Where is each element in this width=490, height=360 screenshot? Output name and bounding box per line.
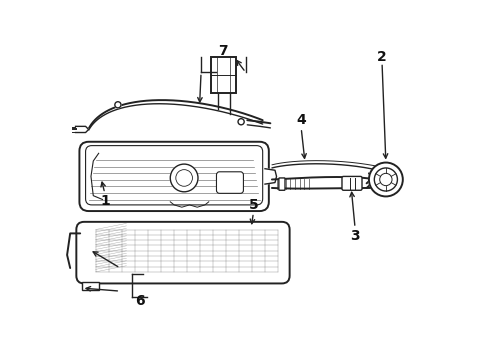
Text: 7: 7: [219, 44, 228, 58]
Polygon shape: [265, 169, 276, 184]
FancyBboxPatch shape: [76, 222, 290, 283]
Text: 1: 1: [100, 194, 110, 208]
Circle shape: [369, 163, 403, 197]
Circle shape: [171, 164, 198, 192]
Circle shape: [115, 102, 121, 108]
Polygon shape: [75, 126, 89, 132]
FancyBboxPatch shape: [217, 172, 244, 193]
FancyBboxPatch shape: [79, 142, 269, 211]
Text: 5: 5: [248, 198, 258, 212]
Text: 4: 4: [296, 113, 306, 127]
Bar: [82, 282, 99, 291]
Text: 6: 6: [135, 294, 144, 308]
FancyBboxPatch shape: [342, 176, 362, 190]
Text: 2: 2: [377, 50, 387, 64]
Text: 3: 3: [350, 229, 360, 243]
Circle shape: [238, 119, 244, 125]
Bar: [211, 57, 237, 93]
FancyBboxPatch shape: [279, 178, 285, 190]
